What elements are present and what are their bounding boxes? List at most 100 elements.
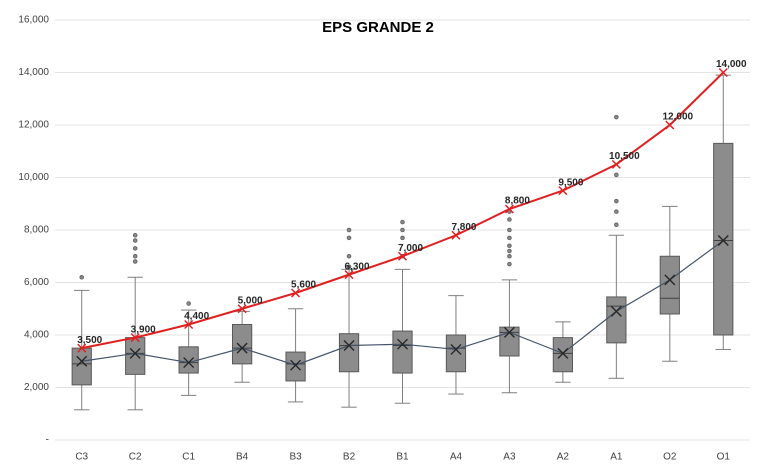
outlier bbox=[132, 232, 138, 238]
mean-marker bbox=[236, 342, 248, 354]
box bbox=[338, 333, 360, 373]
y-tick-label: 6,000 bbox=[24, 277, 49, 288]
y-tick-label: 12,000 bbox=[18, 120, 49, 131]
mean-marker bbox=[76, 355, 88, 367]
mean-marker bbox=[397, 338, 408, 350]
data-label: 10,500 bbox=[609, 151, 640, 162]
box bbox=[606, 296, 627, 344]
data-label: 6,300 bbox=[345, 261, 370, 272]
y-tick-label: 10,000 bbox=[18, 172, 49, 183]
target-marker bbox=[718, 67, 728, 78]
target-marker bbox=[344, 270, 354, 280]
outlier bbox=[507, 227, 512, 233]
box bbox=[552, 337, 574, 373]
data-label: 5,000 bbox=[238, 295, 263, 306]
box bbox=[231, 324, 253, 365]
box bbox=[71, 347, 92, 386]
x-tick-label: A2 bbox=[557, 452, 570, 463]
outlier bbox=[614, 172, 619, 178]
target-marker bbox=[558, 186, 568, 196]
target-marker bbox=[504, 204, 514, 214]
outlier bbox=[614, 198, 619, 204]
y-tick-label: 16,000 bbox=[18, 15, 49, 26]
mean-marker bbox=[129, 347, 141, 359]
target-marker bbox=[451, 230, 461, 240]
x-tick-label: O1 bbox=[717, 452, 731, 463]
outlier bbox=[346, 227, 352, 233]
outlier bbox=[614, 114, 619, 120]
target-marker bbox=[237, 304, 247, 314]
data-label: 5,600 bbox=[291, 280, 316, 291]
x-tick-label: B2 bbox=[343, 452, 356, 463]
box bbox=[659, 255, 680, 315]
y-tick-label: 4,000 bbox=[24, 330, 49, 341]
data-label: 3,900 bbox=[131, 324, 156, 335]
outlier bbox=[614, 209, 619, 214]
mean-marker bbox=[290, 359, 302, 371]
x-tick-label: A4 bbox=[450, 452, 463, 463]
outlier bbox=[132, 253, 138, 259]
data-label: 9,500 bbox=[558, 177, 583, 188]
y-tick-label: 2,000 bbox=[24, 382, 49, 393]
mean-marker bbox=[450, 343, 462, 355]
mean-marker bbox=[503, 326, 515, 338]
y-tick-label: - bbox=[46, 435, 49, 446]
target-marker bbox=[130, 333, 140, 343]
x-tick-label: O2 bbox=[663, 452, 677, 463]
mean-marker bbox=[664, 274, 676, 286]
x-tick-label: A1 bbox=[610, 452, 623, 463]
target-marker bbox=[611, 159, 621, 169]
x-tick-label: B1 bbox=[396, 452, 409, 463]
box bbox=[285, 351, 306, 382]
mean-marker bbox=[717, 235, 729, 246]
box bbox=[713, 142, 734, 336]
outlier bbox=[507, 235, 512, 241]
y-tick-label: 8,000 bbox=[24, 225, 49, 236]
data-label: 14,000 bbox=[716, 59, 747, 70]
outlier bbox=[614, 222, 619, 228]
outlier bbox=[507, 217, 512, 222]
x-tick-label: C3 bbox=[75, 452, 88, 463]
data-label: 4,400 bbox=[184, 311, 209, 322]
box bbox=[392, 330, 413, 374]
outlier bbox=[400, 235, 405, 241]
data-label: 3,500 bbox=[77, 335, 102, 346]
outlier bbox=[79, 274, 85, 280]
mean-marker bbox=[557, 347, 569, 359]
mean-marker bbox=[610, 305, 622, 317]
outlier bbox=[346, 235, 352, 241]
outlier bbox=[186, 301, 191, 306]
target-marker bbox=[77, 343, 87, 353]
target-marker bbox=[665, 120, 675, 130]
outlier bbox=[132, 238, 138, 243]
outlier bbox=[507, 243, 512, 249]
data-label: 7,800 bbox=[451, 222, 476, 233]
x-tick-label: B4 bbox=[236, 452, 249, 463]
data-label: 12,000 bbox=[663, 112, 694, 123]
mean-marker bbox=[183, 357, 195, 369]
x-tick-label: C1 bbox=[182, 452, 195, 463]
x-tick-label: A3 bbox=[503, 452, 516, 463]
outlier bbox=[507, 261, 512, 267]
outlier bbox=[400, 227, 405, 233]
target-marker bbox=[291, 288, 301, 298]
outlier bbox=[132, 246, 138, 251]
outlier bbox=[346, 253, 352, 259]
box bbox=[445, 334, 467, 373]
box bbox=[125, 337, 146, 375]
outlier bbox=[507, 253, 512, 259]
outlier bbox=[400, 219, 405, 225]
outlier bbox=[507, 248, 512, 254]
outlier bbox=[132, 259, 138, 264]
data-label: 7,000 bbox=[398, 243, 423, 254]
chart-title: EPS GRANDE 2 bbox=[322, 19, 434, 36]
x-tick-label: B3 bbox=[289, 452, 302, 463]
outlier bbox=[346, 264, 352, 270]
target-marker bbox=[397, 251, 408, 261]
y-tick-label: 14,000 bbox=[18, 67, 49, 78]
mean-marker bbox=[343, 340, 355, 351]
target-marker bbox=[184, 319, 194, 330]
data-label: 8,800 bbox=[505, 196, 530, 207]
